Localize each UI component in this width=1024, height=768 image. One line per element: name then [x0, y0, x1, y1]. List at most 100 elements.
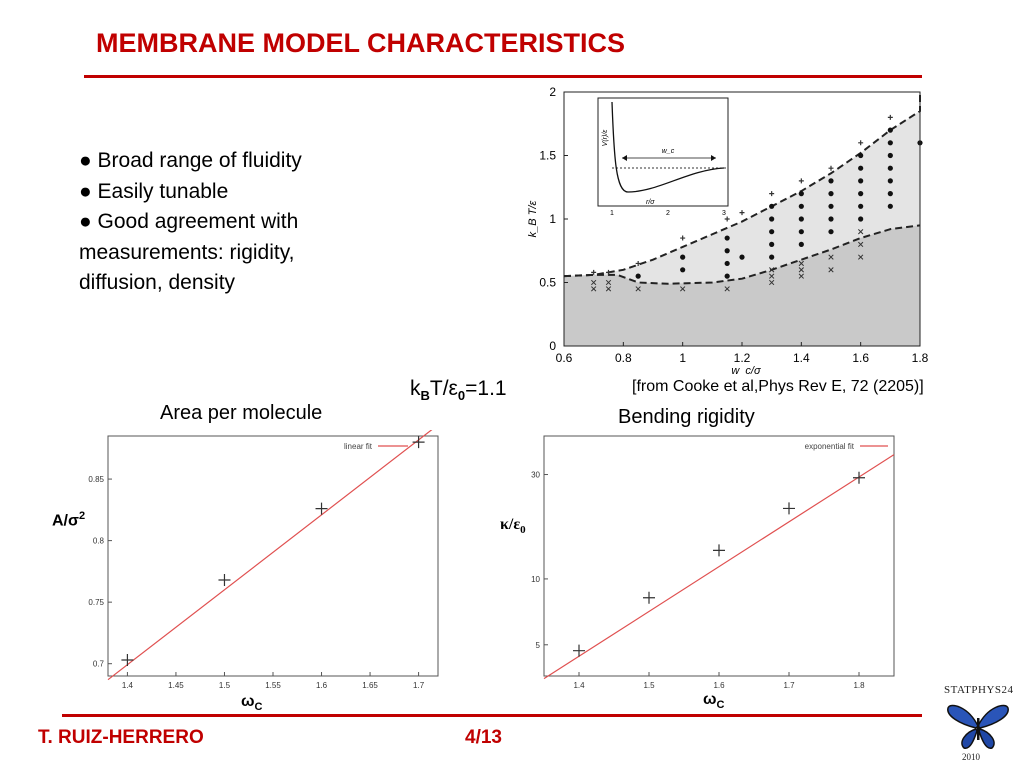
phase-plus-point — [798, 178, 804, 184]
x-tick-label: 1.45 — [168, 681, 184, 690]
phase-dot-point — [858, 216, 864, 222]
y-tick-label: 1.5 — [539, 149, 556, 163]
bending-data-point — [783, 502, 795, 515]
phase-dot-point — [858, 178, 864, 184]
inset-x-label: r/σ — [646, 199, 655, 206]
page-number: 4/13 — [465, 727, 502, 748]
y-tick-label: 0.7 — [93, 660, 105, 669]
phase-plus-point — [828, 165, 834, 171]
x-tick-label: 1.65 — [362, 681, 378, 690]
phase-plus-point — [591, 269, 597, 275]
area-chart: 1.4 1.45 1.5 1.55 1.6 1.65 1.7 0.7 0.75 0.8 0.85 li… — [88, 430, 439, 690]
y-tick-label: 30 — [531, 471, 540, 480]
phase-dot-point — [724, 248, 730, 254]
phase-cross-point — [858, 229, 864, 235]
bullet-item: ● Broad range of fluidity — [79, 149, 302, 172]
phase-dot-point — [887, 191, 893, 197]
x-tick-label: 1.7 — [783, 681, 795, 690]
phase-dot-point — [769, 254, 775, 260]
phase-dot-point — [887, 127, 893, 133]
phase-cross-point — [680, 286, 686, 292]
x-axis-label: w_c/σ — [731, 365, 761, 374]
phase-dot-point — [680, 267, 686, 273]
bend-y-sub: 0 — [520, 524, 526, 537]
phase-dot-point — [858, 203, 864, 209]
phase-dot-point — [858, 191, 864, 197]
phase-dot-point — [798, 241, 804, 247]
phase-dot-point — [724, 273, 730, 279]
area-data-point — [315, 502, 328, 515]
phase-cross-point — [591, 286, 597, 292]
phase-dot-point — [635, 273, 641, 279]
temperature-label: kBT/ε0=1.1 — [410, 377, 507, 403]
phase-cross-point — [828, 254, 834, 260]
phase-dot-point — [798, 229, 804, 235]
legend-label: exponential fit — [805, 442, 855, 451]
inset-x-tick-label: 1 — [610, 210, 614, 217]
bending-data-point — [713, 544, 725, 557]
phase-dot-point — [798, 191, 804, 197]
phase-dot-point — [739, 254, 745, 260]
phase-cross-point — [635, 286, 641, 292]
phase-cross-point — [605, 279, 612, 286]
phase-dot-point — [680, 254, 686, 260]
phase-cross-point — [724, 286, 730, 292]
bending-y-label: κ/ε0 — [500, 516, 526, 536]
phase-dot-point — [887, 140, 893, 146]
phase-plus-point — [769, 191, 775, 197]
y-tick-label: 2 — [549, 85, 556, 99]
x-tick-label: 0.6 — [556, 351, 573, 365]
y-tick-label: 5 — [536, 641, 541, 650]
exponential-fit-line — [543, 454, 895, 680]
footer-author: T. RUIZ-HERRERO — [38, 727, 204, 748]
x-tick-label: 1.4 — [573, 681, 585, 690]
kbt-zero: 0 — [457, 388, 466, 404]
area-y-label: A/σ2 — [52, 510, 85, 530]
phase-cross-point — [798, 267, 804, 273]
phase-dot-point — [887, 165, 893, 171]
x-tick-label: 1.8 — [853, 681, 865, 690]
phase-dot-point — [798, 203, 804, 209]
y-tick-label: 0.5 — [539, 276, 556, 290]
y-tick-label: 0.8 — [93, 537, 105, 546]
y-tick-label: 1 — [549, 212, 556, 226]
phase-dot-point — [887, 178, 893, 184]
phase-dot-point — [858, 152, 864, 159]
upper-boundary-line — [563, 92, 921, 278]
phase-plus-point — [635, 260, 641, 266]
y-tick-label: 0.75 — [88, 598, 104, 607]
phase-dot-point — [798, 216, 804, 222]
phase-dot-point — [828, 203, 834, 209]
butterfly-logo-icon — [947, 704, 1009, 749]
x-tick-label: 1.5 — [219, 681, 231, 690]
kbt-eq: =1.1 — [465, 377, 507, 400]
lower-boundary-line — [563, 224, 921, 285]
phase-dot-point — [828, 191, 834, 197]
fluid-region — [564, 225, 920, 346]
phase-plus-point — [887, 114, 893, 120]
phase-cross-point — [798, 260, 804, 267]
x-tick-label: 1.5 — [643, 681, 655, 690]
citation: [from Cooke et al,Phys Rev E, 72 (2205)] — [632, 378, 924, 395]
phase-dot-point — [724, 235, 730, 241]
phase-dot-point — [828, 229, 834, 235]
area-x-label: ωC — [241, 693, 262, 713]
area-data-point — [412, 436, 425, 449]
phase-cross-point — [858, 241, 864, 248]
legend-label: linear fit — [344, 442, 373, 451]
bending-data-point — [853, 471, 865, 484]
phase-plus-point — [680, 235, 686, 241]
phase-cross-point — [605, 286, 612, 292]
bending-chart: 1.4 1.5 1.6 1.7 1.8 5 10 30 exponential fit — [531, 435, 895, 690]
x-tick-label: 1.8 — [912, 351, 929, 365]
phase-cross-point — [798, 273, 804, 279]
phase-dot-point — [828, 216, 834, 222]
x-tick-label: 1.6 — [713, 681, 725, 690]
phase-cross-point — [591, 279, 597, 286]
x-tick-label: 1.2 — [734, 351, 751, 365]
bending-data-point — [643, 591, 655, 604]
y-tick-label: 0.85 — [88, 475, 104, 484]
phase-plus-point — [739, 210, 745, 216]
x-tick-label: 1.4 — [793, 351, 810, 365]
x-tick-label: 1.55 — [265, 681, 281, 690]
